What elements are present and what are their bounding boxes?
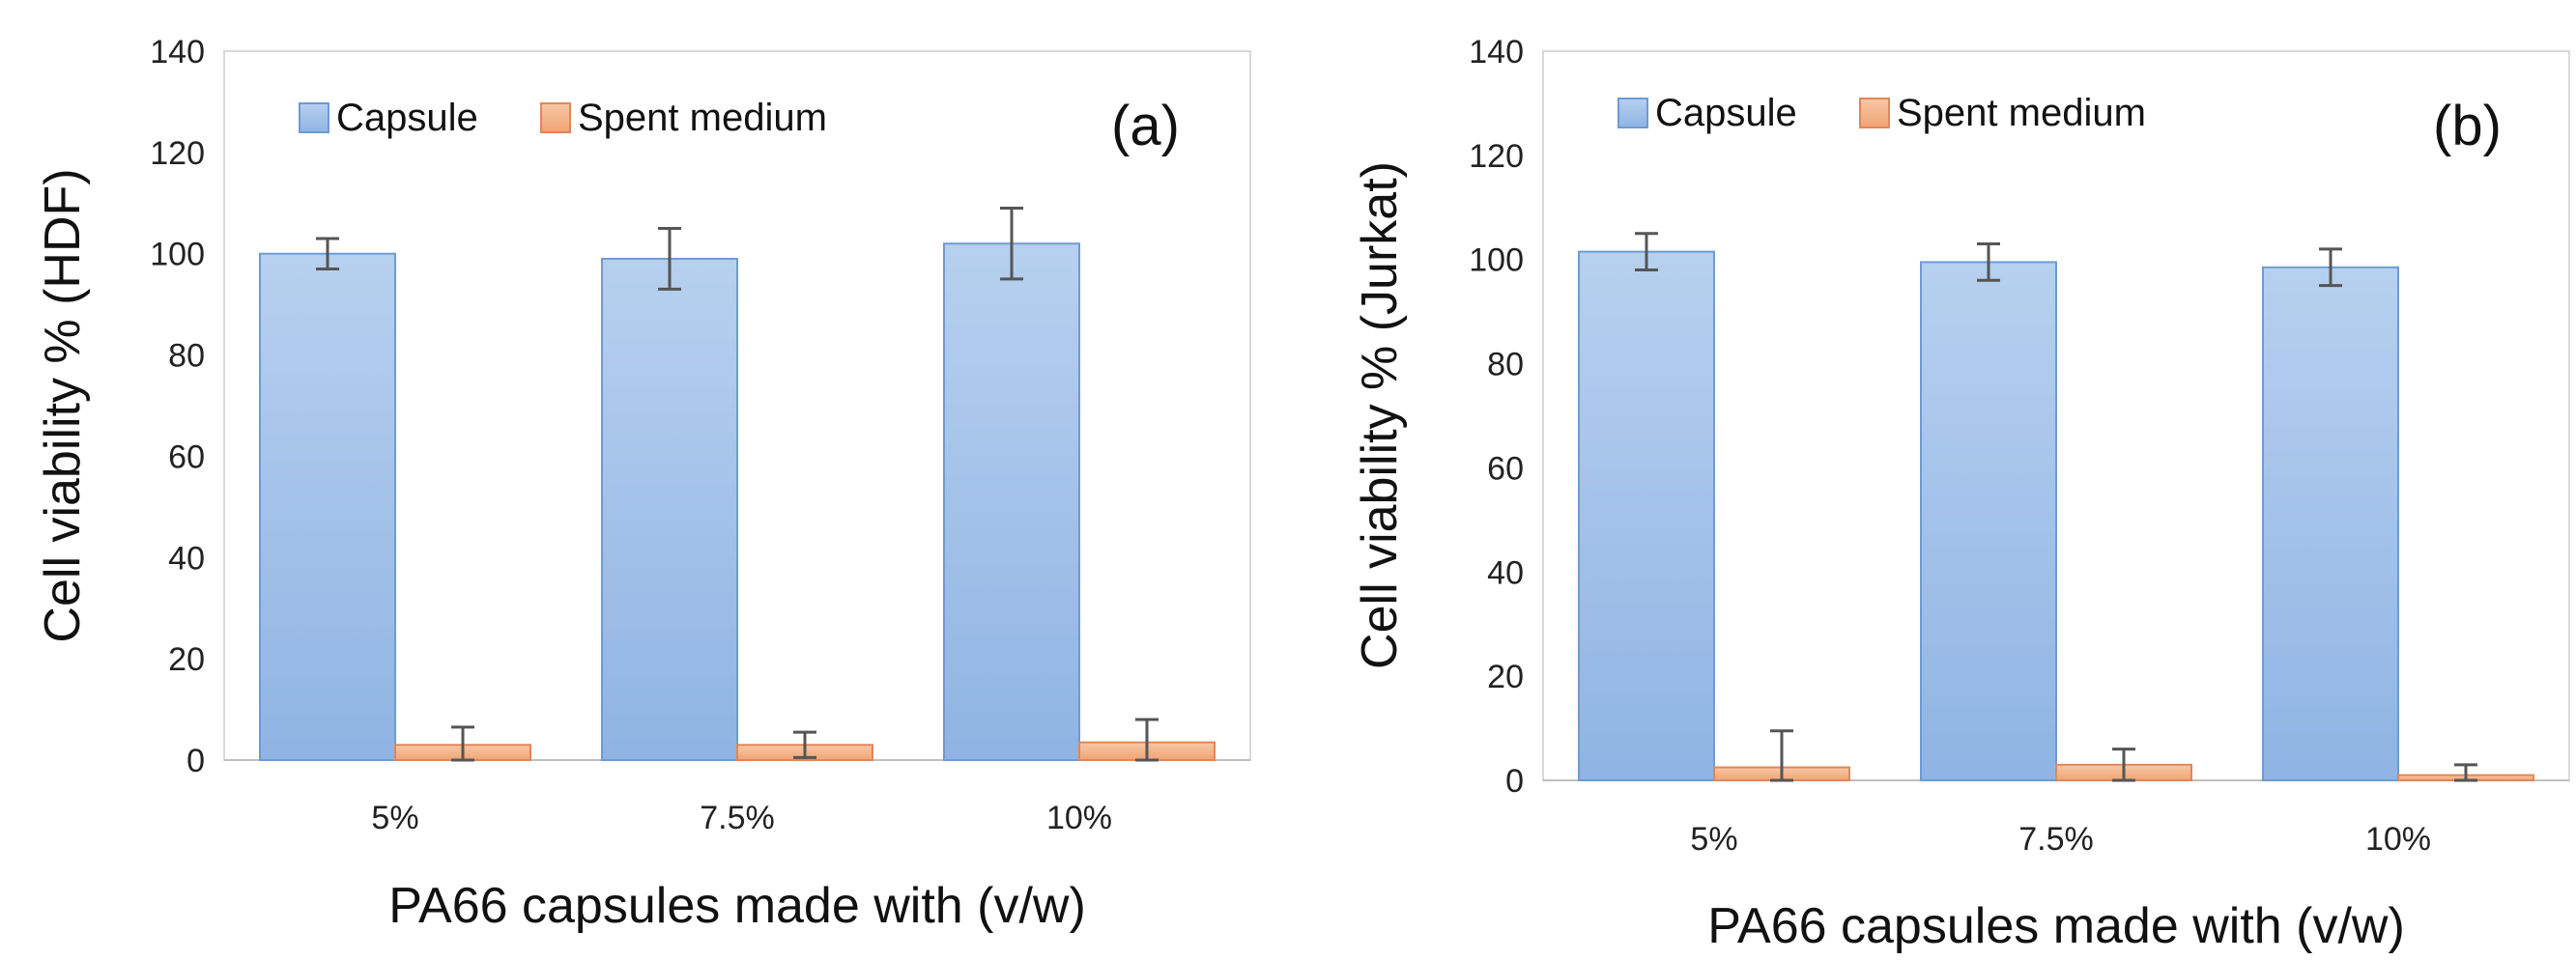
panel-label-b: (b) bbox=[2433, 95, 2502, 157]
x-axis-title-a: PA66 capsules made with (v/w) bbox=[388, 878, 1086, 934]
y-tick-b-6: 120 bbox=[1469, 138, 1524, 175]
error-bar-a-capsule-0 bbox=[316, 237, 339, 270]
legend-swatch-capsule-b bbox=[1617, 98, 1648, 128]
x-ticks-b: 5% 7.5% 10% bbox=[1690, 821, 2431, 858]
y-tick-a-1: 20 bbox=[168, 641, 205, 678]
legend-label-capsule-b: Capsule bbox=[1655, 92, 1797, 134]
panel-label-a: (a) bbox=[1111, 95, 1180, 157]
x-tick-b-2: 10% bbox=[2365, 821, 2431, 858]
y-tick-b-5: 100 bbox=[1469, 242, 1524, 279]
y-tick-b-2: 40 bbox=[1487, 554, 1524, 591]
error-bar-b-spent-medium-1 bbox=[2112, 748, 2135, 782]
marks-b bbox=[1578, 232, 2534, 782]
error-bar-b-spent-medium-2 bbox=[2454, 763, 2477, 782]
x-tick-a-1: 7.5% bbox=[700, 800, 775, 836]
y-axis-title-b: Cell viability % (Jurkat) bbox=[1352, 161, 1408, 669]
error-bar-a-spent-medium-2 bbox=[1135, 718, 1159, 762]
y-tick-a-7: 140 bbox=[150, 34, 205, 71]
error-bar-a-capsule-2 bbox=[1000, 207, 1023, 281]
bar-b-capsule-1 bbox=[1920, 261, 2057, 781]
legend-label-capsule-a: Capsule bbox=[336, 97, 478, 139]
y-tick-b-7: 140 bbox=[1469, 34, 1524, 71]
error-bar-b-spent-medium-0 bbox=[1770, 729, 1793, 782]
y-tick-a-0: 0 bbox=[186, 743, 205, 779]
bar-b-capsule-2 bbox=[2262, 266, 2399, 781]
legend-label-spent-b: Spent medium bbox=[1897, 92, 2146, 134]
error-bar-b-capsule-2 bbox=[2319, 247, 2342, 288]
y-ticks-b: 0 20 40 60 80 100 120 140 bbox=[1469, 34, 1524, 800]
x-tick-a-0: 5% bbox=[371, 800, 418, 836]
error-bar-b-capsule-1 bbox=[1977, 242, 2000, 282]
bar-b-capsule-0 bbox=[1578, 250, 1715, 781]
y-axis-title-a: Cell viability % (HDF) bbox=[35, 168, 91, 642]
y-tick-a-2: 40 bbox=[168, 540, 205, 577]
legend-swatch-spent-a bbox=[540, 102, 571, 133]
y-tick-a-5: 100 bbox=[150, 237, 205, 273]
error-bar-a-spent-medium-0 bbox=[451, 725, 474, 762]
error-bar-b-capsule-0 bbox=[1635, 232, 1658, 271]
x-axis-title-b: PA66 capsules made with (v/w) bbox=[1707, 898, 2405, 954]
x-tick-a-2: 10% bbox=[1046, 800, 1112, 836]
legend-b: Capsule Spent medium bbox=[1617, 92, 2146, 134]
bar-a-capsule-2 bbox=[943, 242, 1080, 761]
y-tick-b-1: 20 bbox=[1487, 659, 1524, 695]
y-tick-a-3: 60 bbox=[168, 438, 205, 475]
x-tick-b-0: 5% bbox=[1690, 821, 1737, 858]
panel-a: 0 20 40 60 80 100 120 140 5% 7.5% 10% PA… bbox=[35, 34, 1251, 934]
panel-b: 0 20 40 60 80 100 120 140 5% 7.5% 10% PA… bbox=[1352, 34, 2570, 954]
error-bar-a-capsule-1 bbox=[658, 227, 681, 291]
y-ticks-a: 0 20 40 60 80 100 120 140 bbox=[150, 34, 205, 779]
bar-a-capsule-0 bbox=[259, 252, 396, 761]
error-bar-a-spent-medium-1 bbox=[793, 730, 816, 759]
y-tick-b-4: 80 bbox=[1487, 347, 1524, 383]
bar-a-capsule-1 bbox=[601, 257, 738, 761]
y-tick-b-0: 0 bbox=[1505, 763, 1524, 800]
legend-label-spent-a: Spent medium bbox=[578, 97, 827, 139]
legend-swatch-capsule-a bbox=[299, 102, 329, 133]
y-tick-a-4: 80 bbox=[168, 338, 205, 375]
legend-a: Capsule Spent medium bbox=[299, 97, 827, 139]
y-tick-a-6: 120 bbox=[150, 135, 205, 172]
x-ticks-a: 5% 7.5% 10% bbox=[371, 800, 1112, 836]
marks-a bbox=[259, 207, 1216, 762]
x-tick-b-1: 7.5% bbox=[2018, 821, 2094, 858]
legend-swatch-spent-b bbox=[1859, 98, 1890, 128]
y-tick-b-3: 60 bbox=[1487, 450, 1524, 487]
